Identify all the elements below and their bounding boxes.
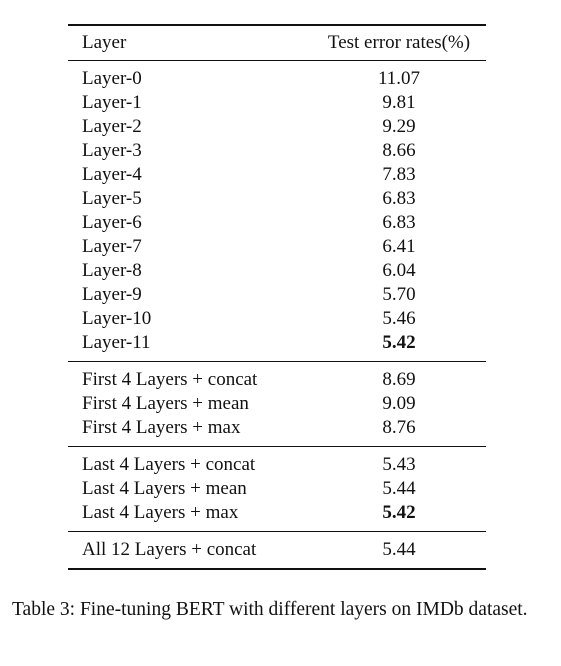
table-row: Last 4 Layers + max 5.42 [68, 501, 486, 525]
header-error-rate: Test error rates(%) [327, 32, 471, 53]
table-header-row: Layer Test error rates(%) [68, 26, 486, 60]
row-group: Layer-0 11.07 Layer-1 9.81 Layer-2 9.29 Layer-… [68, 61, 486, 361]
cell-error-rate: 8.66 [382, 140, 416, 161]
cell-layer: Layer-11 [82, 332, 151, 353]
cell-error-rate: 5.46 [382, 308, 416, 329]
cell-error-rate: 6.41 [382, 236, 416, 257]
row-group: Last 4 Layers + concat 5.43 Last 4 Layers … [68, 447, 486, 531]
cell-layer: Layer-4 [82, 164, 142, 185]
cell-layer: Layer-0 [82, 68, 142, 89]
top-rule [68, 24, 486, 26]
table-row: Layer-9 5.70 [68, 283, 486, 307]
cell-error-rate: 9.09 [382, 393, 416, 414]
table-row: Layer-2 9.29 [68, 115, 486, 139]
table-caption: Table 3: Fine-tuning BERT with different… [12, 599, 528, 620]
table-row: Last 4 Layers + mean 5.44 [68, 477, 486, 501]
cell-error-rate: 7.83 [382, 164, 416, 185]
table-row: All 12 Layers + concat 5.44 [68, 538, 486, 562]
group-rule [68, 446, 486, 447]
results-table: Layer Test error rates(%) Layer-0 11.07 La… [68, 24, 486, 570]
header-rule [68, 60, 486, 61]
cell-layer: Layer-3 [82, 140, 142, 161]
table-row: First 4 Layers + max 8.76 [68, 416, 486, 440]
cell-error-rate: 5.44 [382, 539, 416, 560]
table-row: Layer-10 5.46 [68, 307, 486, 331]
cell-error-rate: 6.04 [382, 260, 416, 281]
header-layer: Layer [82, 32, 127, 53]
table-row: First 4 Layers + concat 8.69 [68, 368, 486, 392]
cell-layer: Layer-1 [82, 92, 142, 113]
bottom-rule [68, 568, 486, 570]
row-group: First 4 Layers + concat 8.69 First 4 Layer… [68, 362, 486, 446]
cell-error-rate: 11.07 [377, 68, 421, 89]
row-group: All 12 Layers + concat 5.44 [68, 532, 486, 568]
cell-layer: Layer-8 [82, 260, 142, 281]
cell-layer: Last 4 Layers + max [82, 502, 239, 523]
table-row: Layer-6 6.83 [68, 211, 486, 235]
cell-error-rate: 8.69 [382, 369, 416, 390]
table-row: Layer-8 6.04 [68, 259, 486, 283]
table-row: Layer-0 11.07 [68, 67, 486, 91]
cell-layer: Last 4 Layers + mean [82, 478, 247, 499]
cell-error-rate: 5.42 [382, 332, 416, 353]
table-row: Last 4 Layers + concat 5.43 [68, 453, 486, 477]
cell-layer: First 4 Layers + max [82, 417, 241, 438]
cell-layer: First 4 Layers + mean [82, 393, 249, 414]
cell-error-rate: 6.83 [382, 212, 416, 233]
cell-error-rate: 5.43 [382, 454, 416, 475]
cell-layer: All 12 Layers + concat [82, 539, 257, 560]
table-row: Layer-3 8.66 [68, 139, 486, 163]
table-row: Layer-4 7.83 [68, 163, 486, 187]
table-row: First 4 Layers + mean 9.09 [68, 392, 486, 416]
cell-error-rate: 9.29 [382, 116, 416, 137]
cell-error-rate: 5.70 [382, 284, 416, 305]
group-rule [68, 361, 486, 362]
table-row: Layer-7 6.41 [68, 235, 486, 259]
table-row: Layer-1 9.81 [68, 91, 486, 115]
table-row: Layer-11 5.42 [68, 331, 486, 355]
cell-layer: Layer-5 [82, 188, 142, 209]
table-row: Layer-5 6.83 [68, 187, 486, 211]
cell-layer: First 4 Layers + concat [82, 369, 258, 390]
cell-error-rate: 6.83 [382, 188, 416, 209]
cell-error-rate: 9.81 [382, 92, 416, 113]
cell-error-rate: 5.44 [382, 478, 416, 499]
cell-layer: Last 4 Layers + concat [82, 454, 256, 475]
cell-layer: Layer-10 [82, 308, 152, 329]
table-body: Layer-0 11.07 Layer-1 9.81 Layer-2 9.29 Layer-… [68, 61, 486, 570]
group-rule [68, 531, 486, 532]
cell-error-rate: 5.42 [382, 502, 416, 523]
cell-layer: Layer-6 [82, 212, 142, 233]
cell-layer: Layer-2 [82, 116, 142, 137]
cell-layer: Layer-7 [82, 236, 142, 257]
cell-layer: Layer-9 [82, 284, 142, 305]
cell-error-rate: 8.76 [382, 417, 416, 438]
